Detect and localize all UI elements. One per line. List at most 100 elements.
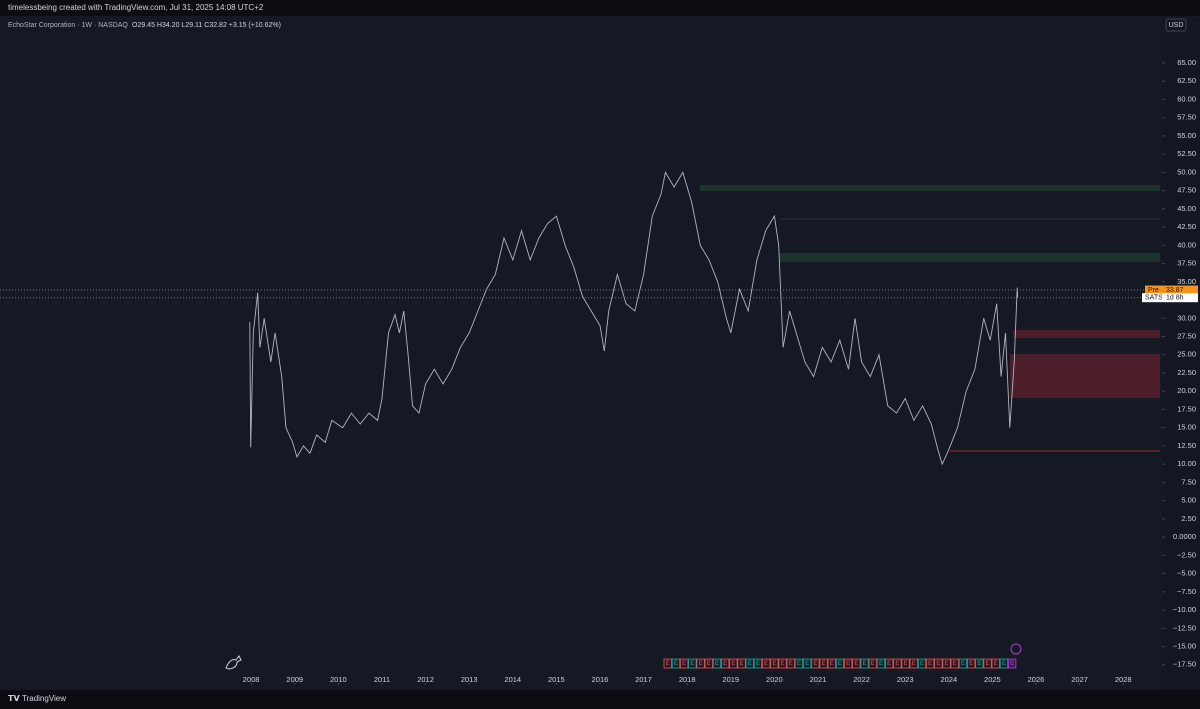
earnings-box xyxy=(1008,658,1017,669)
y-tick-label: 35.00 xyxy=(1177,277,1196,286)
y-tick-label: 47.50 xyxy=(1177,186,1196,195)
y-tick-label: 7.50 xyxy=(1181,477,1196,486)
x-tick-label: 2024 xyxy=(940,675,957,684)
earnings-label: E xyxy=(813,661,817,667)
zone xyxy=(700,185,1160,191)
pre-price: 33.87 xyxy=(1166,287,1184,294)
y-tick-label: 15.00 xyxy=(1177,423,1196,432)
earnings-label: E xyxy=(830,661,834,667)
earnings-label: E xyxy=(936,661,940,667)
x-tick-label: 2014 xyxy=(504,675,521,684)
earnings-label: E xyxy=(822,661,826,667)
x-tick-label: 2015 xyxy=(548,675,565,684)
x-tick-label: 2018 xyxy=(679,675,696,684)
earnings-label: E xyxy=(977,661,981,667)
currency-box xyxy=(1165,18,1187,32)
earnings-box xyxy=(844,658,853,669)
earnings-box xyxy=(917,658,927,669)
x-tick-label: 2011 xyxy=(374,675,390,684)
y-tick-label: 62.50 xyxy=(1177,76,1196,85)
earnings-label: E xyxy=(928,661,932,667)
earnings-box xyxy=(778,658,787,669)
y-tick-label: −12.50 xyxy=(1173,623,1196,632)
y-tick-label: 17.50 xyxy=(1177,404,1196,413)
earnings-label: E xyxy=(789,661,793,667)
x-tick-label: 2023 xyxy=(897,675,914,684)
y-tick-label: 57.50 xyxy=(1177,113,1196,122)
earnings-label: E xyxy=(1010,661,1014,667)
y-tick-label: 40.00 xyxy=(1177,240,1196,249)
earnings-box xyxy=(991,658,1000,669)
y-tick-label: −15.00 xyxy=(1173,642,1196,651)
earnings-box xyxy=(926,658,935,669)
pre-price-bg xyxy=(1162,285,1198,295)
pre-label-bg xyxy=(1145,285,1162,295)
earnings-label: E xyxy=(764,661,768,667)
earnings-box xyxy=(868,658,877,669)
brand: TradingView xyxy=(22,694,66,703)
countdown: 1d 8h xyxy=(1166,295,1184,302)
zone xyxy=(1010,354,1160,398)
earnings-box xyxy=(942,658,951,669)
earnings-label: E xyxy=(871,661,875,667)
earnings-box xyxy=(852,658,861,669)
earnings-box xyxy=(876,658,886,669)
earnings-box xyxy=(680,658,689,669)
earnings-label: E xyxy=(986,661,990,667)
y-tick-label: −10.00 xyxy=(1173,605,1196,614)
earnings-label: E xyxy=(887,661,891,667)
earnings-label: E xyxy=(895,661,899,667)
earnings-label: E xyxy=(863,661,867,667)
earnings-box xyxy=(958,658,968,669)
y-tick-label: −17.50 xyxy=(1173,660,1196,669)
earnings-label: E xyxy=(879,661,883,667)
earnings-box xyxy=(893,658,902,669)
earnings-box xyxy=(901,658,910,669)
pre-label: Pre xyxy=(1148,287,1159,294)
bottom-bar xyxy=(0,690,1200,709)
y-tick-label: 45.00 xyxy=(1177,204,1196,213)
earnings-label: E xyxy=(682,661,686,667)
earnings-label: E xyxy=(854,661,858,667)
countdown-bg xyxy=(1162,293,1198,303)
x-tick-label: 2019 xyxy=(722,675,739,684)
y-tick-label: 60.00 xyxy=(1177,94,1196,103)
x-tick-label: 2017 xyxy=(635,675,652,684)
x-tick-label: 2009 xyxy=(286,675,303,684)
y-tick-label: 5.00 xyxy=(1181,496,1196,505)
earnings-label: E xyxy=(920,661,924,667)
y-tick-label: 55.00 xyxy=(1177,131,1196,140)
earnings-box xyxy=(663,658,672,669)
earnings-box xyxy=(819,658,828,669)
y-tick-label: 27.50 xyxy=(1177,331,1196,340)
x-tick-label: 2016 xyxy=(592,675,609,684)
brand-logo: 𝗧𝗩 xyxy=(8,694,20,703)
earnings-box xyxy=(967,658,976,669)
earnings-box xyxy=(671,658,681,669)
earnings-box xyxy=(835,658,845,669)
x-tick-label: 2027 xyxy=(1071,675,1088,684)
y-tick-label: 30.00 xyxy=(1177,313,1196,322)
earnings-box xyxy=(745,658,754,669)
price-axis xyxy=(1162,17,1200,690)
y-tick-label: 52.50 xyxy=(1177,149,1196,158)
x-tick-label: 2008 xyxy=(243,675,260,684)
earnings-box xyxy=(909,658,918,669)
earnings-label: E xyxy=(756,661,760,667)
x-tick-label: 2013 xyxy=(461,675,478,684)
x-tick-label: 2025 xyxy=(984,675,1001,684)
earnings-label: E xyxy=(904,661,908,667)
y-tick-label: −7.50 xyxy=(1177,587,1196,596)
earnings-box xyxy=(770,658,779,669)
earnings-label: E xyxy=(961,661,965,667)
earnings-label: E xyxy=(797,661,801,667)
attribution: timelessbeing created with TradingView.c… xyxy=(8,3,264,12)
y-tick-label: −2.50 xyxy=(1177,550,1196,559)
y-tick-label: 65.00 xyxy=(1177,58,1196,67)
earnings-label: E xyxy=(1002,661,1006,667)
earnings-box xyxy=(803,658,812,669)
earnings-label: E xyxy=(838,661,842,667)
earnings-label: E xyxy=(781,661,785,667)
earnings-label: E xyxy=(846,661,850,667)
